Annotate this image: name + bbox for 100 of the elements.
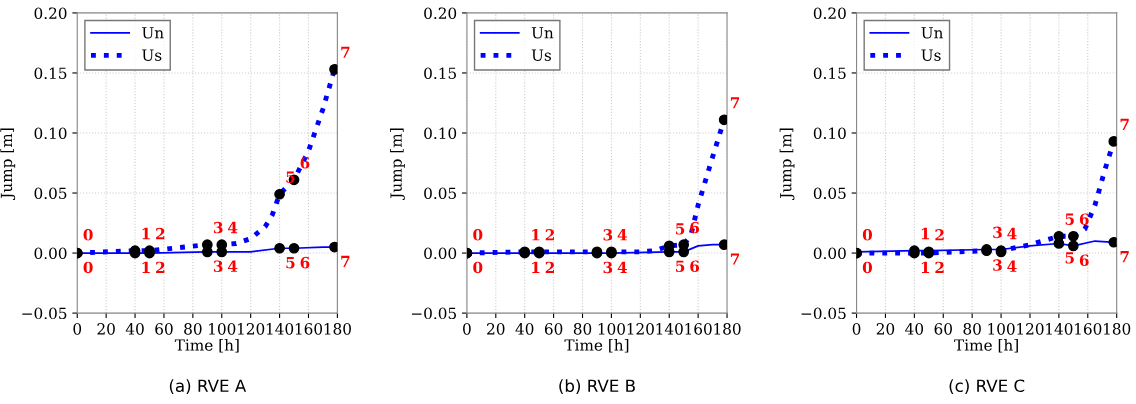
annotation: 0 bbox=[862, 261, 873, 274]
x-tick-label: 20 bbox=[876, 323, 895, 335]
annotation: 1 bbox=[142, 227, 150, 240]
y-tick-label: 0.10 bbox=[34, 127, 67, 140]
x-tick-label: 100 bbox=[988, 323, 1015, 335]
x-tick-label: 100 bbox=[598, 323, 625, 335]
x-tick-label: 20 bbox=[487, 323, 505, 335]
legend-label: Us bbox=[142, 49, 162, 61]
x-tick-label: 180 bbox=[1103, 323, 1131, 335]
annotation: 4 bbox=[617, 229, 627, 241]
x-tick-label: 60 bbox=[155, 323, 173, 335]
x-tick-label: 160 bbox=[1075, 323, 1102, 335]
y-tick-label: 0.15 bbox=[424, 67, 456, 79]
y-tick-label: 0.00 bbox=[34, 247, 67, 260]
annotation: 7 bbox=[341, 46, 350, 58]
annotation: 2 bbox=[545, 229, 554, 241]
legend-label: Us bbox=[531, 49, 551, 61]
x-tick-label: 100 bbox=[209, 323, 236, 335]
annotation: 6 bbox=[1079, 213, 1089, 225]
annotation: 7 bbox=[730, 253, 740, 265]
annotation: 3 bbox=[993, 259, 1002, 271]
x-tick-label: 80 bbox=[184, 323, 202, 335]
x-axis-title: Time [h] bbox=[564, 339, 629, 353]
x-tick-label: 40 bbox=[515, 323, 534, 335]
legend-label: Un bbox=[531, 27, 554, 39]
x-tick-label: 20 bbox=[97, 323, 115, 335]
annotation: 7 bbox=[341, 255, 350, 267]
annotation: 3 bbox=[603, 261, 613, 274]
annotation: 3 bbox=[213, 221, 223, 234]
y-tick-label: 0.20 bbox=[813, 7, 846, 19]
y-tick-label: 0.10 bbox=[813, 127, 846, 140]
y-axis-title: Jump [m] bbox=[0, 128, 16, 201]
x-tick-label: 120 bbox=[627, 323, 654, 335]
annotation: 6 bbox=[690, 221, 700, 234]
y-tick-label: 0.05 bbox=[813, 187, 846, 200]
y-tick-label: 0.15 bbox=[813, 67, 846, 79]
text: (c) RVE C bbox=[949, 379, 1025, 394]
annotation: 2 bbox=[935, 261, 944, 274]
annotation: 1 bbox=[142, 261, 150, 274]
x-tick-label: 120 bbox=[1017, 323, 1044, 335]
annotation: 3 bbox=[993, 226, 1002, 239]
annotation: 4 bbox=[1007, 260, 1017, 272]
x-tick-label: 80 bbox=[963, 323, 981, 335]
annotation: 5 bbox=[286, 257, 295, 269]
annotation: 2 bbox=[545, 261, 554, 274]
y-tick-label: 0.20 bbox=[424, 7, 457, 19]
y-tick-label: 0.05 bbox=[424, 187, 456, 200]
x-tick-label: 160 bbox=[685, 323, 712, 335]
annotation: 2 bbox=[156, 261, 165, 274]
x-tick-label: 140 bbox=[266, 323, 294, 335]
y-axis-title: Jump [m] bbox=[390, 128, 405, 201]
x-tick-label: 60 bbox=[934, 323, 952, 335]
x-tick-label: 180 bbox=[324, 323, 351, 335]
annotation: 0 bbox=[83, 229, 93, 241]
annotation: 0 bbox=[862, 229, 873, 241]
y-tick-label: −0.05 bbox=[411, 307, 456, 320]
legend-label: Un bbox=[921, 27, 943, 39]
annotation: 1 bbox=[921, 227, 930, 240]
y-tick-label: −0.05 bbox=[801, 307, 846, 320]
annotation: 7 bbox=[1120, 118, 1129, 130]
y-tick-label: 0.10 bbox=[424, 127, 457, 140]
annotation: 2 bbox=[935, 229, 944, 241]
annotation: 4 bbox=[617, 261, 627, 274]
x-tick-label: 0 bbox=[73, 323, 82, 335]
text: (a) RVE A bbox=[169, 379, 247, 394]
x-tick-label: 120 bbox=[237, 323, 265, 335]
text: (b) RVE B bbox=[559, 379, 635, 394]
annotation: 1 bbox=[532, 261, 540, 274]
annotation: 5 bbox=[676, 260, 685, 273]
annotation: 3 bbox=[603, 229, 613, 241]
legend-label: Un bbox=[142, 27, 164, 39]
annotation: 7 bbox=[1120, 251, 1129, 263]
x-tick-label: 140 bbox=[1046, 323, 1073, 335]
annotation: 6 bbox=[690, 260, 700, 273]
annotation: 1 bbox=[921, 261, 930, 274]
x-tick-label: 60 bbox=[544, 323, 563, 335]
annotation: 4 bbox=[1007, 227, 1017, 240]
x-axis-title: Time [h] bbox=[954, 339, 1018, 353]
annotation: 1 bbox=[532, 229, 540, 241]
y-tick-label: 0.00 bbox=[424, 247, 457, 260]
annotation: 6 bbox=[300, 256, 310, 269]
x-tick-label: 160 bbox=[295, 323, 323, 335]
y-tick-label: 0.00 bbox=[813, 247, 846, 260]
x-tick-label: 40 bbox=[125, 323, 144, 335]
x-tick-label: 40 bbox=[905, 323, 924, 335]
annotation: 3 bbox=[213, 260, 223, 273]
x-tick-label: 80 bbox=[573, 323, 592, 335]
y-tick-label: 0.15 bbox=[34, 67, 67, 79]
x-axis-title: Time [h] bbox=[174, 339, 239, 353]
y-tick-label: 0.05 bbox=[34, 187, 67, 200]
x-tick-label: 180 bbox=[714, 323, 741, 335]
annotation: 6 bbox=[1079, 254, 1089, 267]
annotation: 0 bbox=[473, 261, 483, 274]
y-tick-label: 0.20 bbox=[34, 7, 67, 19]
annotation: 5 bbox=[676, 223, 685, 235]
annotation: 0 bbox=[473, 229, 483, 241]
annotation: 0 bbox=[83, 261, 93, 274]
x-tick-label: 0 bbox=[852, 323, 861, 335]
x-tick-label: 140 bbox=[656, 323, 683, 335]
annotation: 6 bbox=[300, 156, 310, 169]
